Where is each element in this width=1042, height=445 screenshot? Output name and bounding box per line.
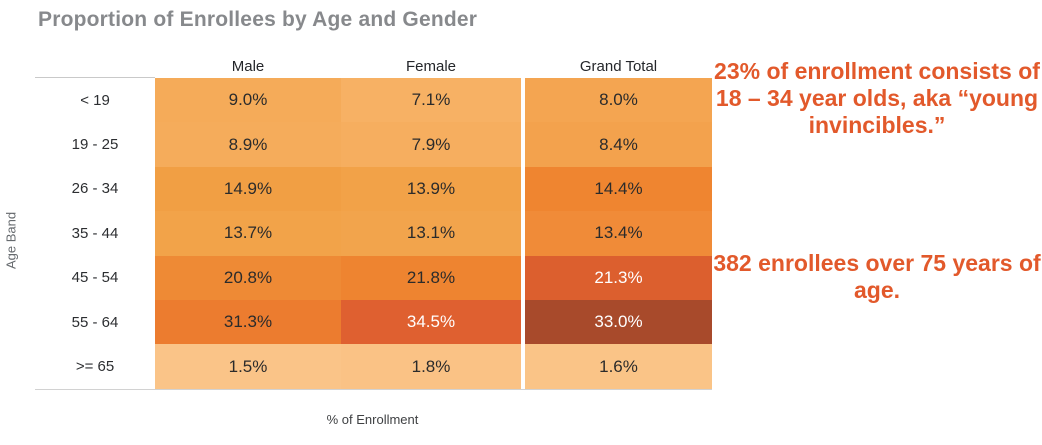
heatmap-cell[interactable]: 13.7% bbox=[155, 211, 341, 256]
heatmap-cell[interactable]: 7.1% bbox=[341, 78, 521, 123]
heatmap-cell[interactable]: 13.1% bbox=[341, 211, 521, 256]
column-header-male: Male bbox=[155, 55, 341, 78]
column-header-female: Female bbox=[341, 55, 521, 78]
heatmap-cell[interactable]: 13.4% bbox=[521, 211, 712, 256]
heatmap-cell[interactable]: 34.5% bbox=[341, 299, 521, 345]
row-label: 19 - 25 bbox=[35, 122, 155, 167]
heatmap-cell[interactable]: 20.8% bbox=[155, 255, 341, 300]
chart-title: Proportion of Enrollees by Age and Gende… bbox=[38, 8, 478, 31]
heatmap-cell[interactable]: 21.8% bbox=[341, 255, 521, 300]
heatmap-table: Male Female Grand Total < 19 9.0% 7.1% 8.0% 19 … bbox=[35, 55, 712, 390]
header-corner bbox=[35, 55, 155, 78]
annotation-over-75: 382 enrollees over 75 years of age. bbox=[713, 250, 1041, 304]
heatmap-cell[interactable]: 33.0% bbox=[521, 299, 712, 345]
heatmap-cell[interactable]: 14.9% bbox=[155, 166, 341, 212]
annotation-panel: 23% of enrollment consists of 18 – 34 ye… bbox=[712, 0, 1042, 445]
heatmap-cell[interactable]: 9.0% bbox=[155, 78, 341, 123]
row-label: 26 - 34 bbox=[35, 166, 155, 212]
heatmap-cell[interactable]: 31.3% bbox=[155, 299, 341, 345]
row-label: 35 - 44 bbox=[35, 211, 155, 256]
heatmap-cell[interactable]: 1.8% bbox=[341, 344, 521, 389]
heatmap-cell[interactable]: 13.9% bbox=[341, 166, 521, 212]
annotation-young-invincibles: 23% of enrollment consists of 18 – 34 ye… bbox=[714, 58, 1040, 139]
heatmap-cell[interactable]: 1.5% bbox=[155, 344, 341, 389]
row-label: 55 - 64 bbox=[35, 299, 155, 345]
x-axis-label: % of Enrollment bbox=[326, 412, 419, 427]
heatmap-cell[interactable]: 8.0% bbox=[521, 78, 712, 123]
column-header-grand-total: Grand Total bbox=[521, 55, 712, 78]
row-label: < 19 bbox=[35, 78, 155, 123]
heatmap-cell[interactable]: 8.4% bbox=[521, 122, 712, 167]
heatmap-cell[interactable]: 1.6% bbox=[521, 344, 712, 389]
heatmap-cell[interactable]: 8.9% bbox=[155, 122, 341, 167]
heatmap-cell[interactable]: 14.4% bbox=[521, 166, 712, 212]
row-label: >= 65 bbox=[35, 344, 155, 389]
heatmap-cell[interactable]: 21.3% bbox=[521, 255, 712, 300]
y-axis-label: Age Band bbox=[3, 211, 19, 269]
heatmap-cell[interactable]: 7.9% bbox=[341, 122, 521, 167]
row-label: 45 - 54 bbox=[35, 255, 155, 300]
